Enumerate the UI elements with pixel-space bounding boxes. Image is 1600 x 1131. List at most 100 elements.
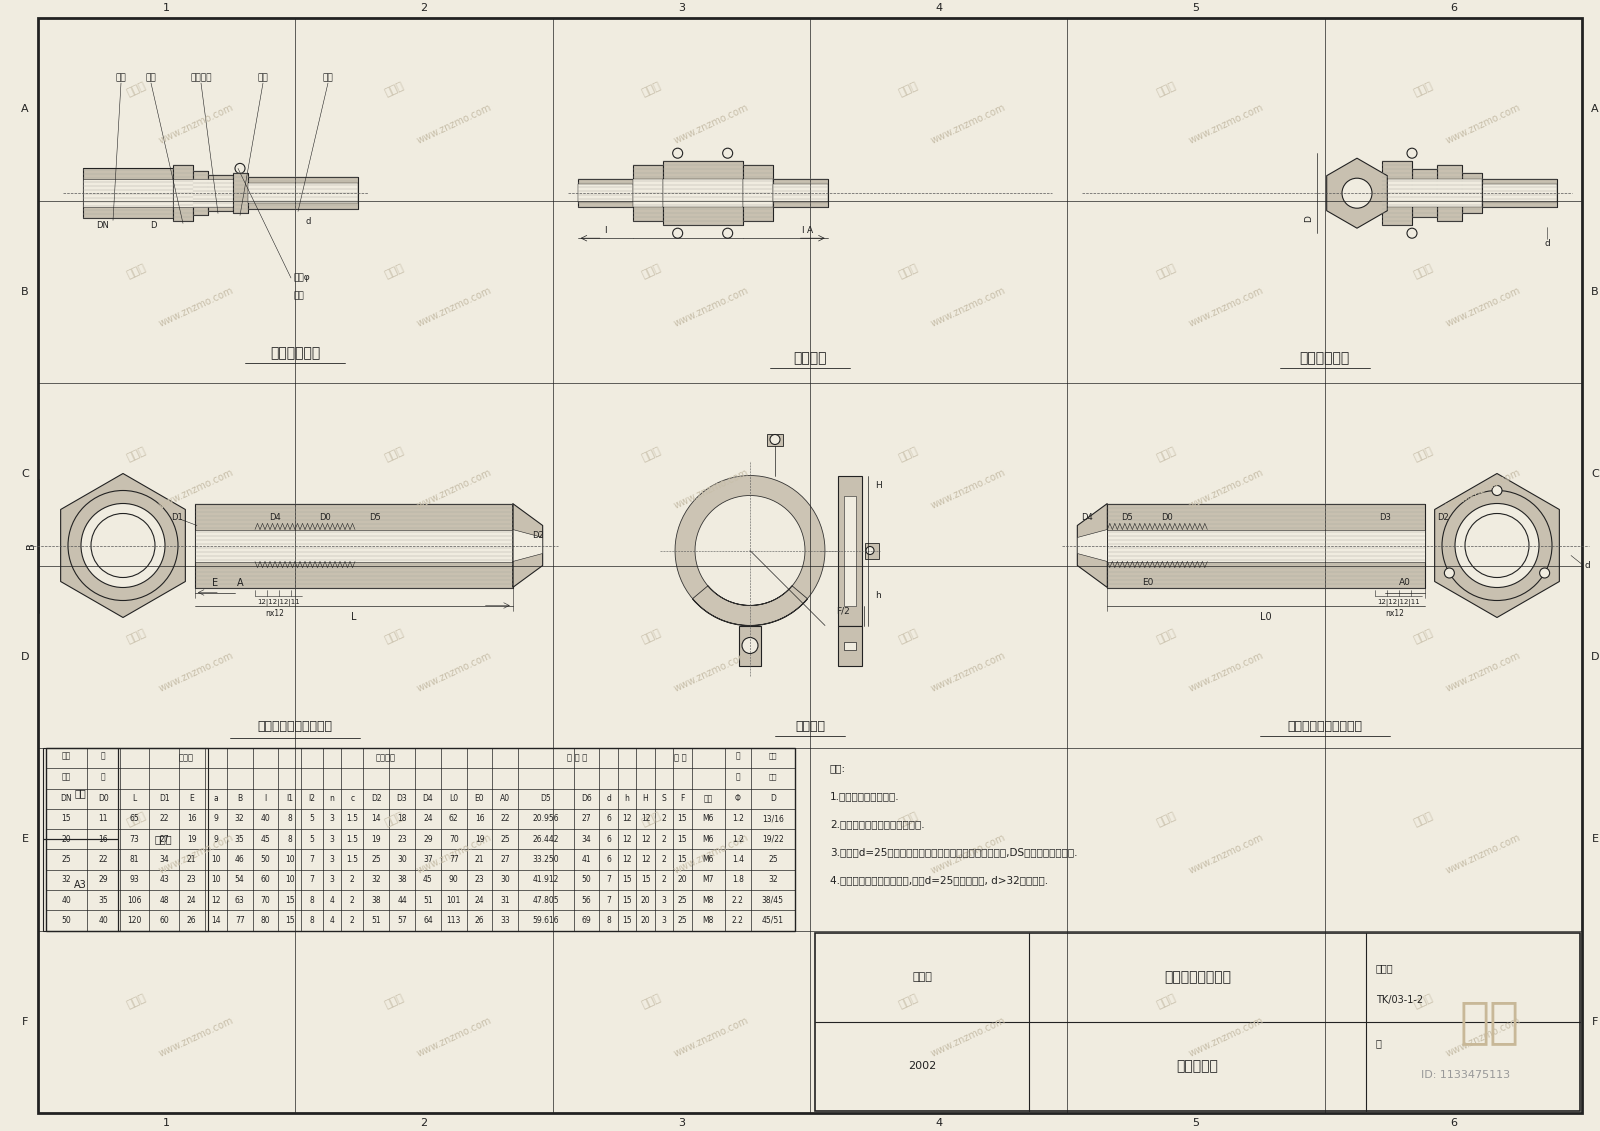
Text: D5: D5	[541, 794, 552, 803]
Text: 23: 23	[187, 875, 197, 884]
Text: 知末网: 知末网	[382, 264, 405, 280]
Text: www.znzmo.com: www.znzmo.com	[158, 1015, 235, 1059]
Text: 知末网: 知末网	[898, 811, 920, 828]
Text: 内径: 内径	[768, 774, 778, 779]
Circle shape	[1445, 568, 1454, 578]
Text: 54: 54	[235, 875, 245, 884]
Text: L: L	[133, 794, 136, 803]
Text: ID: 1133475113: ID: 1133475113	[1421, 1070, 1510, 1080]
Text: 38: 38	[397, 875, 406, 884]
Text: 70: 70	[450, 835, 459, 844]
Text: d: d	[1544, 239, 1550, 248]
Circle shape	[1406, 148, 1418, 158]
Text: 81: 81	[130, 855, 139, 864]
Text: 15: 15	[285, 916, 294, 925]
Text: www.znzmo.com: www.znzmo.com	[1445, 467, 1522, 511]
Text: 32: 32	[235, 814, 245, 823]
Text: 3: 3	[330, 875, 334, 884]
Text: 3: 3	[678, 3, 685, 12]
Text: nx12: nx12	[266, 608, 285, 618]
Circle shape	[235, 163, 245, 173]
Text: www.znzmo.com: www.znzmo.com	[1445, 103, 1522, 146]
Text: E: E	[1592, 835, 1598, 844]
Text: B: B	[21, 287, 29, 296]
Text: 41.912: 41.912	[533, 875, 558, 884]
Text: D: D	[1304, 215, 1314, 222]
Text: 59.616: 59.616	[533, 916, 560, 925]
Bar	[742, 179, 773, 207]
Text: 35: 35	[235, 835, 245, 844]
Text: 19: 19	[475, 835, 485, 844]
Bar	[173, 165, 194, 222]
Bar	[1107, 503, 1426, 587]
Bar	[773, 179, 827, 207]
Text: 31: 31	[501, 896, 510, 905]
Text: www.znzmo.com: www.znzmo.com	[414, 467, 493, 511]
Circle shape	[1406, 228, 1418, 239]
Circle shape	[91, 513, 155, 578]
Text: 8: 8	[606, 916, 611, 925]
Bar	[662, 162, 742, 225]
Text: www.znzmo.com: www.znzmo.com	[414, 650, 493, 693]
Text: E: E	[211, 578, 218, 587]
Text: 2: 2	[350, 896, 355, 905]
Text: 9: 9	[213, 835, 218, 844]
Text: 24: 24	[187, 896, 197, 905]
Text: www.znzmo.com: www.znzmo.com	[930, 832, 1008, 877]
Text: 43: 43	[158, 875, 170, 884]
Text: 45: 45	[422, 875, 432, 884]
Text: D3: D3	[397, 794, 408, 803]
Bar	[83, 169, 173, 218]
Text: 113: 113	[446, 916, 461, 925]
Text: 2: 2	[662, 855, 666, 864]
Text: 图幅: 图幅	[75, 788, 86, 798]
Text: 12: 12	[642, 835, 650, 844]
Text: 25: 25	[371, 855, 381, 864]
Text: 外接头: 外接头	[179, 753, 194, 762]
Bar	[1482, 179, 1557, 207]
Text: E: E	[189, 794, 194, 803]
Bar	[838, 625, 862, 665]
Text: www.znzmo.com: www.znzmo.com	[158, 285, 235, 328]
Text: 37: 37	[422, 855, 432, 864]
Bar	[118, 748, 208, 931]
Circle shape	[1539, 568, 1550, 578]
Text: 51: 51	[371, 916, 381, 925]
Text: D2: D2	[531, 530, 544, 539]
Text: 15: 15	[622, 916, 632, 925]
Text: 120: 120	[128, 916, 142, 925]
Circle shape	[723, 228, 733, 239]
Text: 知末网: 知末网	[640, 993, 662, 1010]
Text: 螺丝: 螺丝	[293, 292, 304, 301]
Text: 6: 6	[606, 814, 611, 823]
Text: 钢: 钢	[736, 752, 741, 761]
Text: 知末网: 知末网	[382, 811, 405, 828]
Text: 4: 4	[934, 1119, 942, 1128]
Text: 胶管接头: 胶管接头	[376, 753, 395, 762]
Text: 7: 7	[309, 855, 314, 864]
Circle shape	[723, 148, 733, 158]
Text: 19/22: 19/22	[762, 835, 784, 844]
Text: l: l	[605, 226, 606, 235]
Text: d: d	[606, 794, 611, 803]
Text: l: l	[802, 226, 803, 235]
Text: 丝: 丝	[736, 771, 741, 780]
Text: www.znzmo.com: www.znzmo.com	[930, 467, 1008, 511]
Text: M6: M6	[702, 814, 714, 823]
Text: 知末网: 知末网	[1155, 446, 1178, 463]
Bar	[632, 165, 662, 222]
Bar	[173, 180, 234, 207]
Text: 25: 25	[61, 855, 70, 864]
Text: D2: D2	[371, 794, 381, 803]
Text: A: A	[1590, 104, 1598, 114]
Text: 内螺纹帽接头: 内螺纹帽接头	[1299, 351, 1350, 365]
Text: 7: 7	[606, 896, 611, 905]
Text: 56: 56	[582, 896, 592, 905]
Text: DN: DN	[96, 221, 109, 230]
Text: 2: 2	[421, 3, 427, 12]
Text: 知末网: 知末网	[1155, 80, 1178, 98]
Bar	[194, 172, 208, 215]
Text: 内螺纹对接头制作大样: 内螺纹对接头制作大样	[1286, 719, 1362, 733]
Text: www.znzmo.com: www.znzmo.com	[930, 285, 1008, 328]
Text: D5: D5	[370, 513, 381, 523]
